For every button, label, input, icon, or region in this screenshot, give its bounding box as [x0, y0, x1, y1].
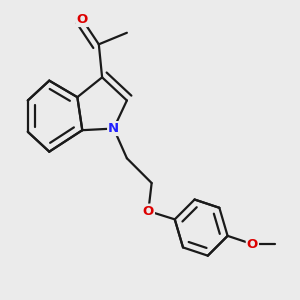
Text: O: O — [247, 238, 258, 250]
Text: O: O — [77, 13, 88, 26]
Text: O: O — [143, 205, 154, 218]
Text: N: N — [108, 122, 119, 135]
